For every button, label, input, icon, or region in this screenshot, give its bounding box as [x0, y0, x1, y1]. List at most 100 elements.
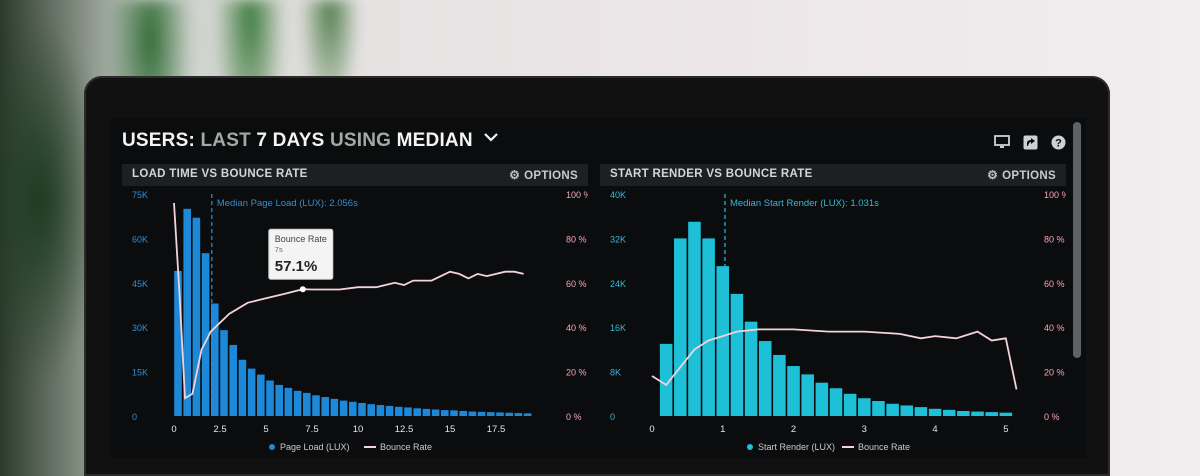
bar [339, 400, 348, 416]
bar [211, 303, 219, 416]
bar [900, 405, 914, 416]
title-last: LAST [200, 130, 251, 151]
tooltip-box [268, 228, 334, 280]
bar [971, 411, 984, 416]
bar [985, 412, 998, 416]
title-statistic[interactable]: MEDIAN [396, 130, 473, 151]
bar [716, 266, 730, 416]
title-users: USERS: [122, 130, 195, 151]
title-using: USING [329, 130, 392, 151]
bar [858, 398, 871, 416]
bar [505, 412, 513, 416]
y-tick-right: 0 % [566, 412, 582, 422]
monitor-icon[interactable] [994, 134, 1010, 150]
x-tick: 4 [932, 424, 937, 435]
y-tick-right: 100 % [1044, 190, 1066, 200]
y-tick-right: 80 % [1044, 234, 1065, 244]
bar [487, 412, 495, 416]
legend-swatch-bars [269, 444, 275, 450]
bar [773, 354, 786, 416]
bar [330, 398, 339, 416]
tooltip-point [299, 286, 306, 293]
bar [376, 405, 385, 416]
bar [459, 410, 467, 416]
y-tick-right: 60 % [566, 279, 587, 289]
panel-title: LOAD TIME VS BOUNCE RATE [132, 168, 308, 180]
legend: Page Load (LUX) Bounce Rate [269, 442, 432, 452]
options-button[interactable]: ⚙ OPTIONS [987, 168, 1056, 182]
bar [843, 393, 857, 416]
y-tick-right: 20 % [566, 368, 587, 378]
y-tick-left: 0 [610, 412, 615, 422]
bar [702, 238, 715, 416]
bar [192, 217, 201, 416]
x-tick: 0 [171, 424, 176, 435]
bar [247, 368, 256, 416]
dashboard-title: USERS: LAST 7 DAYS USING MEDIAN [122, 130, 499, 152]
bar [758, 341, 772, 416]
y-tick-right: 80 % [566, 234, 587, 244]
bar [284, 387, 293, 416]
x-tick: 17.5 [487, 424, 506, 435]
y-tick-right: 60 % [1044, 279, 1065, 289]
bar [266, 380, 274, 416]
bar [238, 359, 247, 416]
median-label: Median Page Load (LUX): 2.056s [217, 198, 358, 209]
bar [928, 408, 942, 416]
bar [815, 382, 829, 416]
bar [293, 390, 302, 416]
bounce-rate-line [173, 202, 524, 400]
bar [886, 403, 899, 416]
gear-icon: ⚙ [987, 168, 999, 182]
bar [688, 221, 701, 416]
panel-header: START RENDER VS BOUNCE RATE ⚙ OPTIONS [600, 164, 1066, 186]
top-toolbar: ? [994, 134, 1066, 150]
x-tick: 1 [720, 424, 725, 435]
bar [523, 413, 532, 416]
bar [404, 407, 412, 416]
panel-start-render: START RENDER VS BOUNCE RATE ⚙ OPTIONS 0 8K… [600, 164, 1066, 458]
bar [730, 293, 744, 416]
bar [744, 321, 758, 416]
share-icon[interactable] [1022, 134, 1038, 150]
bar [514, 413, 523, 416]
y-tick-left: 45K [132, 279, 148, 289]
y-tick-left: 60K [132, 234, 148, 244]
bar [201, 253, 210, 416]
bar [229, 344, 237, 416]
x-tick: 7.5 [305, 424, 318, 435]
bar [914, 407, 928, 416]
panel-load-time: LOAD TIME VS BOUNCE RATE ⚙ OPTIONS 0 15K 30… [122, 164, 588, 458]
bar [957, 411, 970, 416]
dashboard-screen: USERS: LAST 7 DAYS USING MEDIAN ? LOAD T… [110, 118, 1086, 458]
gear-icon: ⚙ [509, 168, 521, 182]
chevron-down-icon[interactable] [484, 130, 499, 144]
bar [801, 374, 814, 416]
bar [674, 238, 687, 416]
options-label: OPTIONS [524, 170, 578, 182]
x-tick: 15 [445, 424, 456, 435]
tooltip-sub: 7s [275, 245, 283, 254]
x-tick: 2 [791, 424, 796, 435]
y-tick-right: 20 % [1044, 368, 1065, 378]
y-tick-left: 15K [132, 368, 148, 378]
help-icon[interactable]: ? [1050, 134, 1066, 150]
bar [174, 270, 182, 416]
bar [275, 384, 283, 416]
y-tick-left: 16K [610, 323, 626, 333]
legend-label: Start Render (LUX) [758, 442, 835, 452]
options-button[interactable]: ⚙ OPTIONS [509, 168, 578, 182]
y-tick-right: 100 % [566, 190, 588, 200]
title-period[interactable]: 7 DAYS [256, 130, 325, 151]
panel-title: START RENDER VS BOUNCE RATE [610, 168, 813, 180]
x-tick: 0 [649, 424, 654, 435]
panel-header: LOAD TIME VS BOUNCE RATE ⚙ OPTIONS [122, 164, 588, 186]
svg-text:?: ? [1055, 137, 1062, 149]
chart-load-time: 0 15K 30K 45K 60K 75K 0 % 20 % 40 % 60 % 80 % 100 %… [132, 190, 588, 452]
bar [183, 208, 191, 416]
scrollbar[interactable] [1073, 122, 1081, 358]
chart-start-render: 0 8K 16K 24K 32K 40K 0 % 20 % 40 % 60 % 80 % 100 % 0… [610, 190, 1066, 452]
bar [659, 343, 673, 416]
legend-label: Bounce Rate [858, 442, 910, 452]
